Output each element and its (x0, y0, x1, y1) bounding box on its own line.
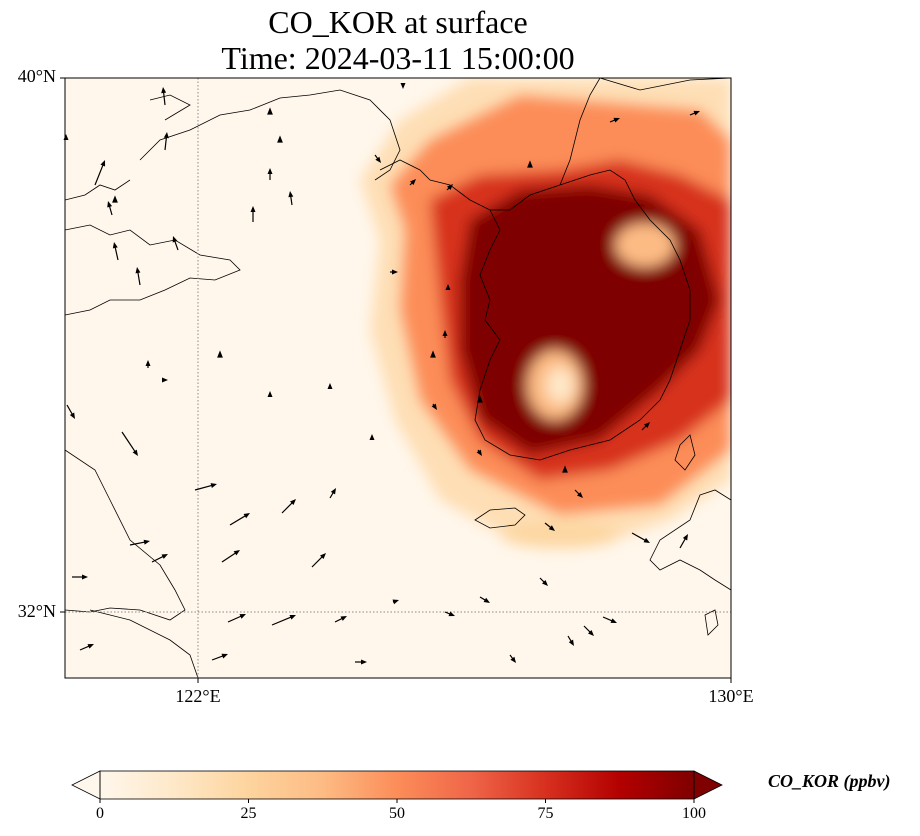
wind-arrow (94, 160, 106, 186)
wind-arrow (390, 269, 398, 275)
wind-arrow (445, 284, 451, 290)
wind-vectors (63, 83, 700, 665)
lat-label-32: 32°N (17, 601, 56, 621)
colorbar (71, 770, 723, 803)
concentration-field (360, 78, 731, 549)
wind-arrow (442, 330, 448, 338)
wind-arrow (288, 191, 294, 206)
wind-arrow (631, 532, 650, 543)
wind-arrow (574, 489, 583, 498)
wind-arrow (539, 577, 548, 586)
wind-arrow (444, 611, 455, 617)
wind-arrow (583, 625, 594, 636)
wind-arrow (194, 483, 217, 491)
wind-arrow (79, 644, 94, 651)
colorbar-label: CO_KOR (ppbv) (768, 771, 891, 791)
wind-arrow (409, 179, 416, 186)
wind-arrow (392, 599, 399, 605)
wind-arrow (112, 195, 118, 203)
wind-arrow (66, 404, 75, 419)
wind-arrow (641, 422, 650, 431)
wind-arrow (121, 431, 138, 456)
map-frame (64, 77, 732, 679)
wind-arrow (327, 383, 333, 389)
wind-arrow (374, 154, 381, 163)
lon-label-122: 122°E (175, 686, 221, 706)
wind-arrow (509, 654, 516, 663)
coastlines (65, 78, 731, 678)
lon-label-130: 130°E (708, 686, 754, 706)
wind-arrow (479, 596, 490, 603)
wind-arrow (271, 615, 296, 626)
wind-arrow (334, 616, 347, 623)
wind-arrow (311, 553, 326, 568)
wind-arrow (135, 267, 141, 286)
wind-arrow (477, 395, 483, 403)
wind-arrow (145, 360, 151, 368)
colorbar-tick-75: 75 (537, 805, 554, 822)
wind-arrow (267, 107, 273, 115)
colorbar-tick-0: 0 (96, 805, 104, 822)
wind-arrow (562, 465, 568, 473)
colorbar-tick-25: 25 (240, 805, 257, 822)
wind-arrow (431, 403, 437, 410)
wind-arrow (602, 616, 617, 623)
wind-arrow (400, 83, 406, 89)
wind-arrow (211, 653, 228, 661)
wind-arrow (229, 513, 250, 526)
colorbar-extend-high (693, 770, 723, 800)
map-time: Time: 2024-03-11 15:00:00 (221, 40, 575, 76)
wind-arrow (430, 350, 436, 358)
wind-arrow (679, 534, 688, 549)
wind-arrow (161, 87, 167, 106)
wind-arrow (267, 168, 273, 180)
wind-arrow (689, 110, 700, 116)
wind-arrow (476, 449, 482, 456)
wind-arrow (151, 554, 168, 563)
wind-arrow (227, 614, 246, 623)
wind-arrow (355, 659, 367, 665)
wind-arrow (72, 574, 88, 580)
map-title: CO_KOR at surface (268, 4, 528, 40)
wind-arrow (162, 377, 168, 383)
wind-arrow (369, 434, 375, 440)
wind-arrow (544, 522, 555, 531)
wind-arrow (567, 635, 574, 646)
wind-arrow (163, 132, 169, 151)
gridlines (65, 78, 731, 678)
wind-arrow (250, 206, 256, 222)
wind-arrow (446, 184, 453, 191)
wind-arrow (267, 391, 273, 397)
wind-arrow (129, 539, 150, 546)
wind-arrow (217, 350, 223, 358)
wind-arrow (609, 117, 620, 123)
wind-arrow (107, 201, 113, 216)
lat-label-40: 40°N (17, 66, 56, 86)
wind-arrow (221, 550, 240, 563)
colorbar-tick-50: 50 (389, 805, 405, 822)
wind-arrow (329, 488, 336, 499)
wind-arrow (281, 499, 296, 514)
wind-arrow (112, 242, 119, 261)
colorbar-extend-low (71, 770, 101, 800)
wind-arrow (527, 160, 533, 168)
wind-arrow (172, 236, 179, 251)
colorbar-tick-100: 100 (682, 805, 706, 822)
wind-arrow (277, 135, 283, 143)
